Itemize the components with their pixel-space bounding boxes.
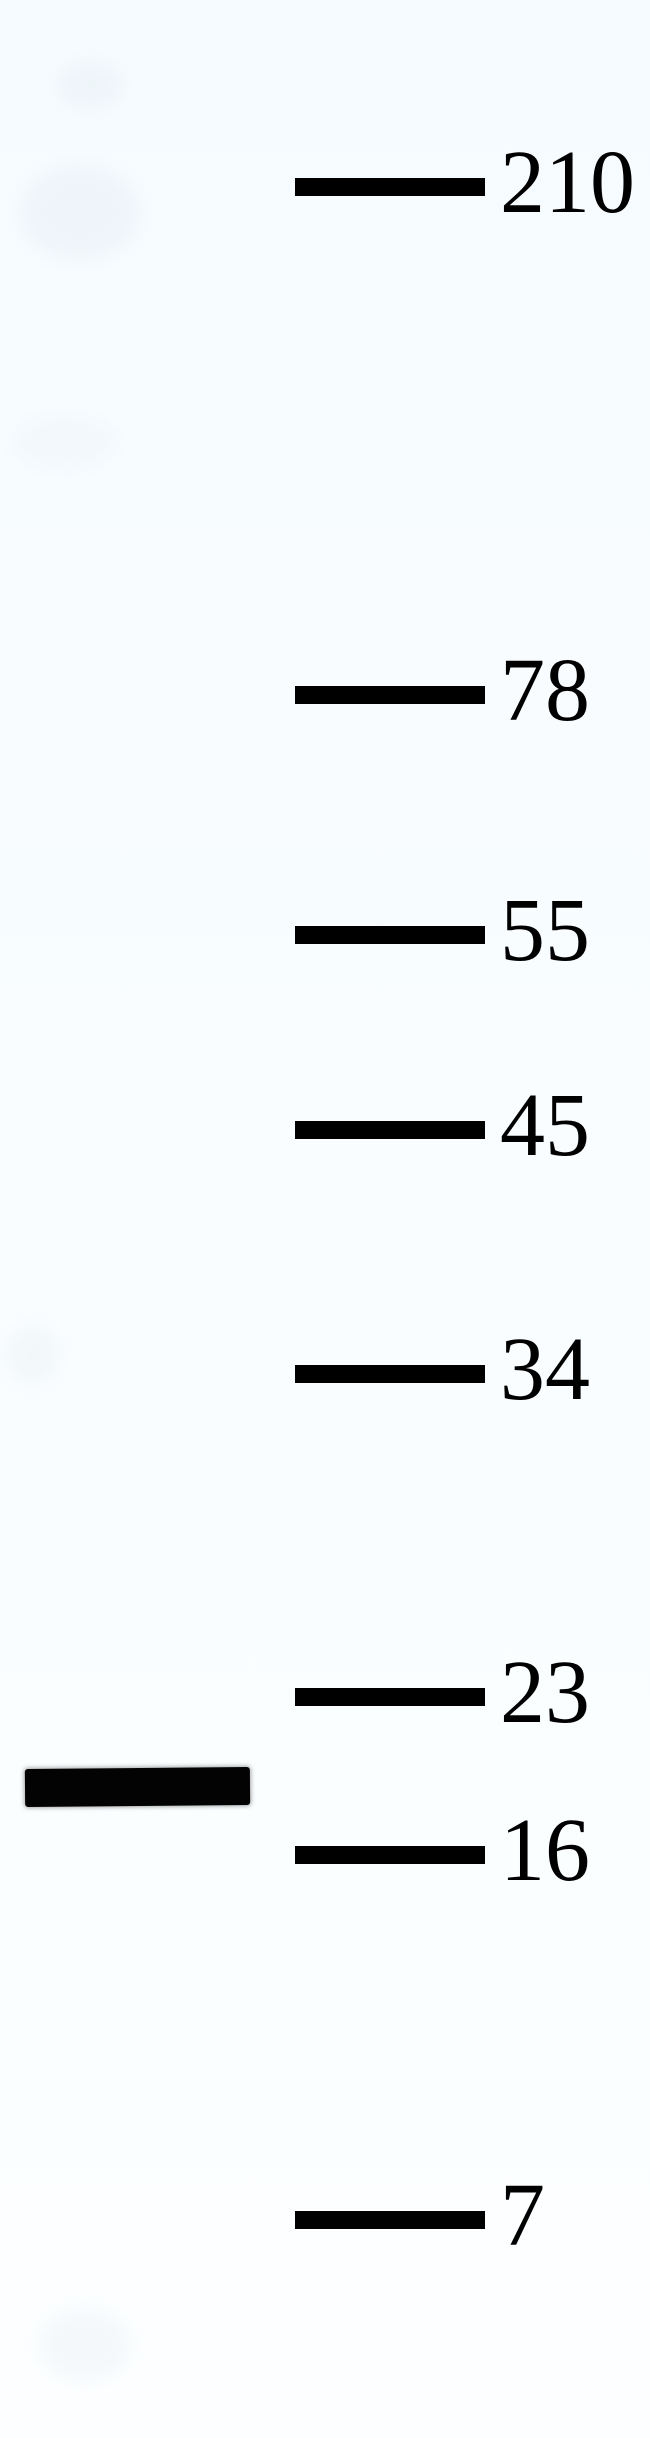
marker-line-210 [295,178,485,196]
blot-background [0,0,650,2438]
marker-line-55 [295,926,485,944]
smudge-4 [40,2310,130,2380]
smudge-3 [5,1325,60,1385]
marker-line-16 [295,1846,485,1864]
marker-label-45: 45 [500,1074,590,1177]
smudge-2 [12,415,117,470]
marker-label-34: 34 [500,1318,590,1421]
smudge-0 [55,60,125,110]
marker-line-34 [295,1365,485,1383]
marker-label-7: 7 [500,2164,545,2267]
marker-label-23: 23 [500,1641,590,1744]
marker-label-16: 16 [500,1799,590,1902]
marker-line-45 [295,1121,485,1139]
marker-line-7 [295,2211,485,2229]
marker-label-78: 78 [500,639,590,742]
marker-label-55: 55 [500,879,590,982]
marker-label-210: 210 [500,131,635,234]
sample-band [25,1767,250,1807]
smudge-1 [20,165,140,260]
marker-line-23 [295,1688,485,1706]
marker-line-78 [295,686,485,704]
